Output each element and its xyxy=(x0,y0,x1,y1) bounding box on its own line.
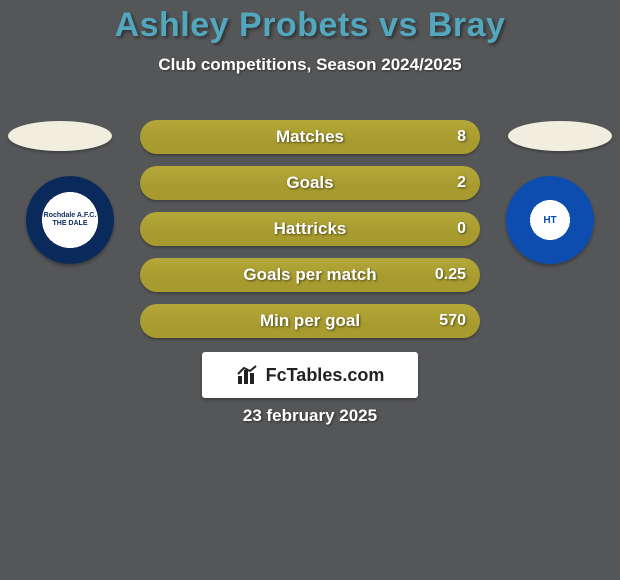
club-badge-right: HT xyxy=(506,176,594,264)
stat-right-value: 8 xyxy=(457,120,466,154)
stat-bars: Matches 8 Goals 2 Hattricks 0 Goals per … xyxy=(140,120,480,350)
club-left-motto: THE DALE xyxy=(52,220,87,227)
stat-right-value: 0 xyxy=(457,212,466,246)
player-silhouette-left xyxy=(8,121,112,151)
club-left-name: Rochdale A.F.C. xyxy=(44,212,97,219)
brand-text: FcTables.com xyxy=(266,365,385,386)
stat-label: Matches xyxy=(140,120,480,154)
stat-label: Goals per match xyxy=(140,258,480,292)
club-badge-right-label: HT xyxy=(543,215,556,226)
club-badge-left: Rochdale A.F.C. THE DALE xyxy=(26,176,114,264)
stat-right-value: 2 xyxy=(457,166,466,200)
stat-label: Goals xyxy=(140,166,480,200)
bar-chart-icon xyxy=(236,364,260,386)
stat-right-value: 0.25 xyxy=(435,258,466,292)
comparison-card: Ashley Probets vs Bray Club competitions… xyxy=(0,0,620,580)
stat-right-value: 570 xyxy=(439,304,466,338)
stat-row: Goals 2 xyxy=(140,166,480,200)
stat-row: Goals per match 0.25 xyxy=(140,258,480,292)
page-title: Ashley Probets vs Bray xyxy=(0,0,620,45)
club-badge-left-label: Rochdale A.F.C. THE DALE xyxy=(44,212,97,227)
stat-row: Min per goal 570 xyxy=(140,304,480,338)
date-text: 23 february 2025 xyxy=(0,406,620,426)
subtitle: Club competitions, Season 2024/2025 xyxy=(0,55,620,75)
stat-row: Matches 8 xyxy=(140,120,480,154)
stat-row: Hattricks 0 xyxy=(140,212,480,246)
stat-label: Min per goal xyxy=(140,304,480,338)
brand-box: FcTables.com xyxy=(202,352,418,398)
stat-label: Hattricks xyxy=(140,212,480,246)
player-silhouette-right xyxy=(508,121,612,151)
